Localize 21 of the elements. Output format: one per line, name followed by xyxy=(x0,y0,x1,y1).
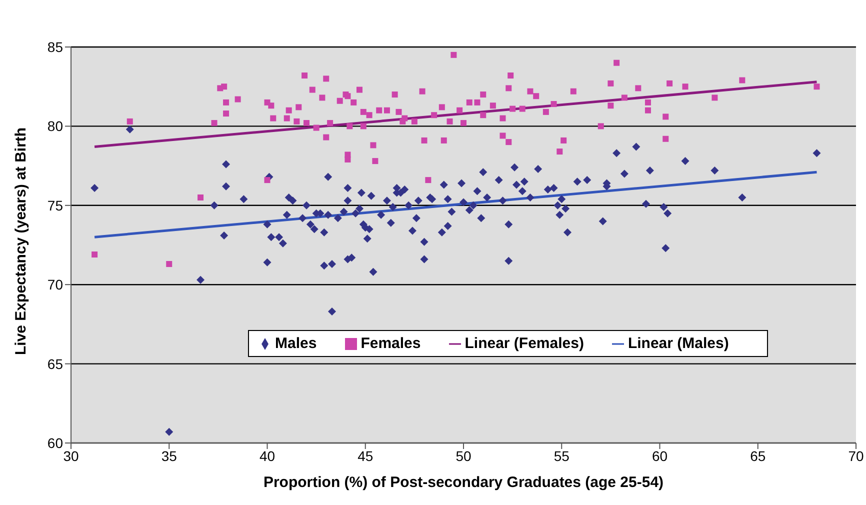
x-axis-title: Proportion (%) of Post-secondary Graduates (age 25-54) xyxy=(263,474,664,491)
y-tick-label: 70 xyxy=(47,276,64,293)
x-tick-label: 30 xyxy=(63,448,79,464)
x-tick-label: 35 xyxy=(161,448,178,464)
y-axis-title: Live Expectancy (years) at Birth xyxy=(12,127,30,355)
y-tick-label: 85 xyxy=(47,38,64,55)
legend-label: Females xyxy=(360,335,421,352)
x-tick-label: 50 xyxy=(456,448,472,464)
y-tick-label: 60 xyxy=(47,434,64,451)
x-tick-label: 55 xyxy=(554,448,570,464)
x-tick-label: 70 xyxy=(848,448,864,464)
x-tick-label: 60 xyxy=(652,448,668,464)
y-tick-label: 75 xyxy=(47,197,64,214)
x-tick-label: 45 xyxy=(358,448,374,464)
x-tick-label: 40 xyxy=(259,448,276,464)
y-tick-label: 65 xyxy=(47,356,64,372)
y-tick-label: 80 xyxy=(47,118,64,134)
legend-label: Linear (Males) xyxy=(628,335,729,352)
legend-label: Linear (Females) xyxy=(464,335,584,352)
legend-label: Males xyxy=(275,335,317,352)
x-tick-label: 65 xyxy=(750,448,766,464)
